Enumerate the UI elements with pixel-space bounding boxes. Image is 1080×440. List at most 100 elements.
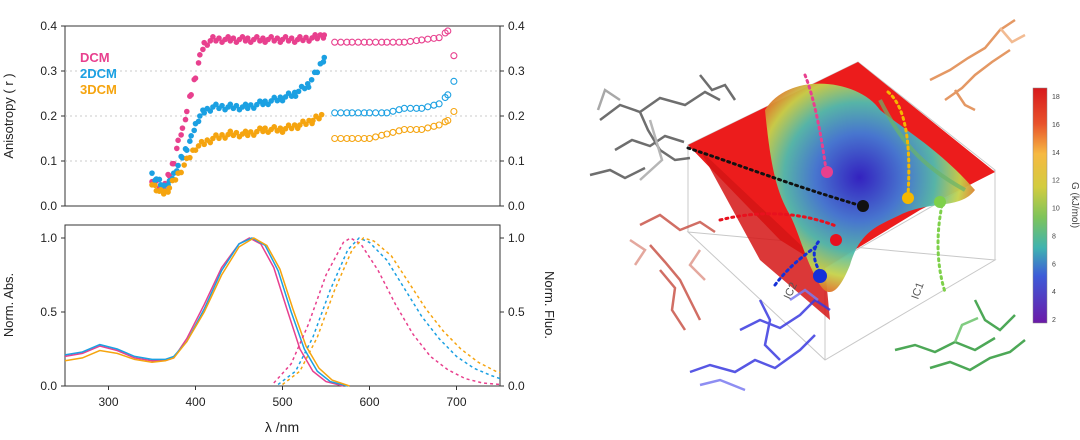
anisotropy-point-open [406, 125, 414, 134]
anisotropy-point-open [372, 38, 380, 46]
anisotropy-point-filled [179, 155, 186, 161]
anisotropy-point-open [372, 133, 380, 141]
fluo-ytick-label: 1.0 [508, 231, 525, 245]
anisotropy-point-filled [318, 111, 325, 118]
anisotropy-point-filled [195, 60, 202, 66]
anisotropy-point-open [424, 103, 432, 111]
anisotropy-point-open [378, 38, 386, 46]
anisotropy-point-open [406, 37, 414, 45]
anisotropy-point-open [389, 128, 397, 136]
anisotropy-point-filled [178, 169, 184, 176]
anisotropy-point-filled [288, 93, 295, 99]
anisotropy-point-open [360, 38, 368, 46]
connector-green [936, 203, 947, 294]
anisotropy-point-filled [157, 187, 164, 193]
connector-blue [812, 238, 822, 274]
absorption-curve [64, 237, 344, 387]
anisotropy-point-open [424, 35, 432, 43]
anisotropy-ytick-label-right: 0.2 [508, 109, 525, 123]
anisotropy-point-filled [288, 35, 295, 41]
anisotropy-point-open [372, 109, 380, 117]
anisotropy-point-filled [197, 113, 203, 119]
connector-blue-2 [773, 243, 820, 287]
anisotropy-point-filled [184, 147, 190, 153]
anisotropy-point-open [343, 134, 351, 143]
state-marker-green [934, 196, 946, 208]
anisotropy-point-filled [292, 93, 299, 99]
anisotropy-point-filled [181, 162, 187, 168]
connector-pink [803, 73, 828, 172]
anisotropy-point-filled [188, 133, 194, 139]
anisotropy-point-filled [207, 38, 214, 44]
anisotropy-point-filled [216, 35, 222, 41]
state-marker-pink [821, 166, 833, 178]
conformer-blue [689, 288, 831, 392]
wavelength-xtick-label: 700 [446, 395, 466, 409]
fes-surface-front-wall [700, 150, 830, 320]
anisotropy-point-open [450, 52, 458, 60]
anisotropy-point-filled [254, 34, 260, 40]
anisotropy-point-filled [188, 92, 194, 98]
anisotropy-point-open [337, 109, 345, 117]
anisotropy-point-filled [210, 34, 216, 40]
anisotropy-point-filled [303, 121, 309, 128]
anisotropy-point-filled [152, 182, 158, 189]
anisotropy-point-filled [321, 54, 328, 61]
anisotropy-ytick-label: 0.0 [40, 199, 57, 213]
anisotropy-point-filled [178, 132, 184, 138]
connector-black [686, 146, 864, 208]
anisotropy-point-open [389, 38, 397, 46]
anisotropy-point-filled [200, 46, 206, 53]
legend-entry: DCM [80, 50, 110, 65]
anisotropy-point-filled [305, 84, 312, 90]
anisotropy-point-open [331, 134, 339, 143]
anisotropy-point-open [337, 134, 345, 143]
state-marker-blue [813, 269, 827, 283]
anisotropy-point-filled [207, 139, 214, 146]
anisotropy-point-filled [282, 94, 289, 100]
colorbar-tick-label: 6 [1052, 261, 1056, 268]
anisotropy-point-filled [201, 141, 207, 148]
anisotropy-point-open [435, 121, 443, 129]
anisotropy-point-filled [201, 110, 207, 116]
fes-basin [765, 83, 975, 293]
absorption-curve [64, 237, 348, 387]
colorbar-tick-label: 12 [1052, 178, 1060, 185]
anisotropy-point-open [444, 27, 452, 35]
anisotropy-point-filled [156, 176, 163, 183]
colorbar-label: G (kJ/mol) [1069, 182, 1080, 228]
anisotropy-point-filled [227, 101, 234, 108]
anisotropy-point-filled [316, 115, 322, 122]
anisotropy-point-open [378, 109, 386, 117]
anisotropy-point-open [444, 91, 452, 99]
anisotropy-point-filled [271, 124, 278, 130]
anisotropy-ytick-label-right: 0.3 [508, 64, 525, 78]
anisotropy-point-filled [175, 137, 181, 144]
anisotropy-ytick-label: 0.1 [40, 154, 57, 168]
anisotropy-point-filled [191, 127, 197, 134]
connector-red [718, 212, 838, 228]
anisotropy-point-filled [175, 162, 181, 169]
anisotropy-point-open [435, 34, 443, 42]
anisotropy-point-filled [213, 101, 219, 108]
anisotropy-point-open [450, 107, 458, 116]
anisotropy-point-open [395, 38, 403, 46]
fluorescence-curve [273, 237, 501, 386]
anisotropy-point-filled [321, 32, 328, 38]
anisotropy-point-open [343, 109, 351, 117]
anisotropy-point-filled [166, 185, 173, 191]
anisotropy-point-filled [268, 34, 274, 40]
fluorescence-curve [277, 237, 501, 386]
anisotropy-ytick-label: 0.3 [40, 64, 57, 78]
anisotropy-point-filled [195, 143, 202, 149]
anisotropy-point-filled [227, 128, 234, 135]
state-marker-black [857, 200, 869, 212]
anisotropy-ytick-label: 0.2 [40, 109, 57, 123]
anisotropy-point-filled [282, 34, 289, 40]
anisotropy-point-open [430, 34, 438, 42]
wavelength-xtick-label: 500 [272, 395, 292, 409]
colorbar-tick-label: 10 [1052, 206, 1060, 213]
anisotropy-point-filled [160, 182, 167, 189]
